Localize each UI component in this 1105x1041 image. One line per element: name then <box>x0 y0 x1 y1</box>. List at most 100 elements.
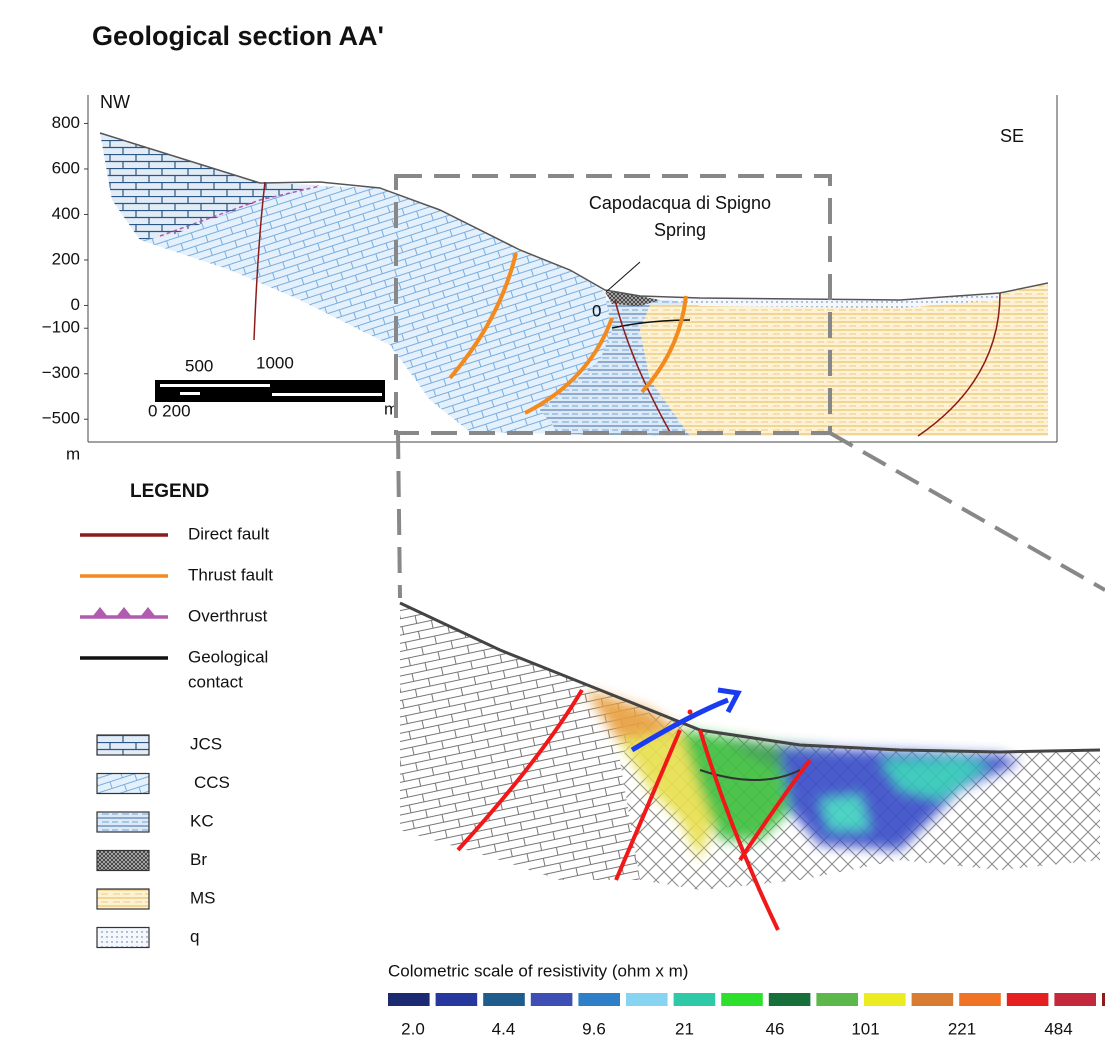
scale-tick-label: 9.6 <box>582 1019 606 1038</box>
scale-bar-segment <box>180 392 200 395</box>
y-tick-label: −300 <box>42 363 80 382</box>
color-swatch <box>578 993 620 1006</box>
spring-marker: 0 <box>592 301 601 320</box>
overthrust-trace <box>159 185 321 237</box>
axis-unit: m <box>66 444 80 463</box>
ccs-body <box>140 186 672 436</box>
legend-swatch <box>96 734 150 756</box>
title: Geological section AA' <box>92 21 384 51</box>
scale-label: 500 <box>185 356 213 375</box>
inset-topography <box>399 601 1101 754</box>
color-swatch <box>911 993 954 1006</box>
fault <box>614 729 682 881</box>
color-swatch <box>768 993 811 1006</box>
legend-label: MS <box>190 888 216 907</box>
color-swatch <box>1006 993 1049 1006</box>
legend-swatch <box>96 772 150 795</box>
scale-label: 1000 <box>256 353 294 372</box>
color-swatch <box>816 993 858 1006</box>
legend-label: KC <box>190 811 214 830</box>
scale-title: Colometric scale of resistivity (ohm x m… <box>388 961 688 980</box>
legend-swatch <box>96 888 150 910</box>
color-swatch <box>388 993 430 1006</box>
direction-label: SE <box>1000 126 1024 146</box>
section: NW SE m Capodacqua di Spigno Spring 0 50… <box>66 92 1058 463</box>
y-tick-label: 400 <box>52 204 80 223</box>
color-swatch <box>626 993 668 1006</box>
overthrust-tooth <box>116 607 132 617</box>
direction-label: NW <box>100 92 130 112</box>
color-swatch <box>483 993 525 1006</box>
color-swatch <box>864 993 906 1006</box>
br-body <box>605 292 660 306</box>
overthrust-tooth <box>140 607 156 617</box>
zoom-connector <box>396 432 402 599</box>
legend-title: LEGEND <box>130 481 209 502</box>
topography <box>99 132 1049 301</box>
legend-swatch <box>96 926 150 949</box>
scale-tick-label: 21 <box>675 1019 694 1038</box>
scale-tick-label: 46 <box>766 1019 785 1038</box>
fault <box>698 729 780 931</box>
direct-fault <box>253 181 266 341</box>
spring-label: Capodacqua di Spigno <box>589 193 771 213</box>
color-swatch <box>530 993 573 1006</box>
color-swatch <box>1054 993 1096 1006</box>
color-swatch <box>1102 993 1105 1006</box>
y-tick-label: −500 <box>42 409 80 428</box>
direct-fault <box>614 299 671 433</box>
ms-body <box>640 284 1048 436</box>
q-body <box>660 293 1000 308</box>
flow-arrow <box>630 697 729 753</box>
zoom-connector <box>829 431 1105 592</box>
color-swatch <box>435 993 478 1006</box>
scale-bar-segment <box>272 393 382 396</box>
color-swatch <box>959 993 1001 1006</box>
y-tick-label: 0 <box>71 295 80 314</box>
jcs-body <box>100 133 320 240</box>
scale-bar <box>155 380 385 402</box>
kc-body <box>540 300 690 436</box>
y-tick-label: 200 <box>52 249 80 268</box>
overthrust-tooth <box>92 607 108 617</box>
legend-label: Thrust fault <box>188 565 273 584</box>
flow-arrowhead <box>717 687 742 714</box>
zoom-box <box>394 174 1105 599</box>
thrust-fault <box>640 295 688 394</box>
scale-tick-label: 2.0 <box>401 1019 425 1038</box>
zone-cyan <box>820 795 870 830</box>
legend-label: Overthrust <box>188 606 268 625</box>
direct-fault <box>917 292 1001 437</box>
legend-label: Direct fault <box>188 524 270 543</box>
leader-line <box>605 261 641 293</box>
inset-brick <box>400 603 650 880</box>
color-swatch <box>673 993 716 1006</box>
y-tick-label: 800 <box>52 113 80 132</box>
legend-swatch <box>96 849 150 872</box>
inset-faults <box>456 688 812 931</box>
thrust-fault <box>524 317 614 415</box>
legend: LEGEND Direct fault Thrust fault Overthrus… <box>80 481 273 949</box>
legend-label: CCS <box>194 773 230 792</box>
scale-tick-label: 484 <box>1044 1019 1072 1038</box>
inset <box>399 601 1101 931</box>
scale-tick-label: 101 <box>851 1019 879 1038</box>
scale-label: 0 200 <box>148 401 191 420</box>
zone-cyan <box>880 758 990 800</box>
spring-label: Spring <box>654 220 706 240</box>
y-tick-label: 600 <box>52 158 80 177</box>
legend-label: Br <box>190 850 207 869</box>
legend-swatch <box>96 811 150 833</box>
y-tick-label: −100 <box>42 318 80 337</box>
fault <box>456 688 584 852</box>
legend-label: Geological <box>188 647 268 666</box>
scale-tick-label: 221 <box>948 1019 976 1038</box>
fault <box>738 758 812 862</box>
color-swatch <box>721 993 763 1006</box>
legend-label: JCS <box>190 734 222 753</box>
scale-tick-label: 4.4 <box>492 1019 516 1038</box>
legend-label: contact <box>188 672 243 691</box>
spring-dot <box>687 709 693 715</box>
legend-label: q <box>190 927 199 946</box>
